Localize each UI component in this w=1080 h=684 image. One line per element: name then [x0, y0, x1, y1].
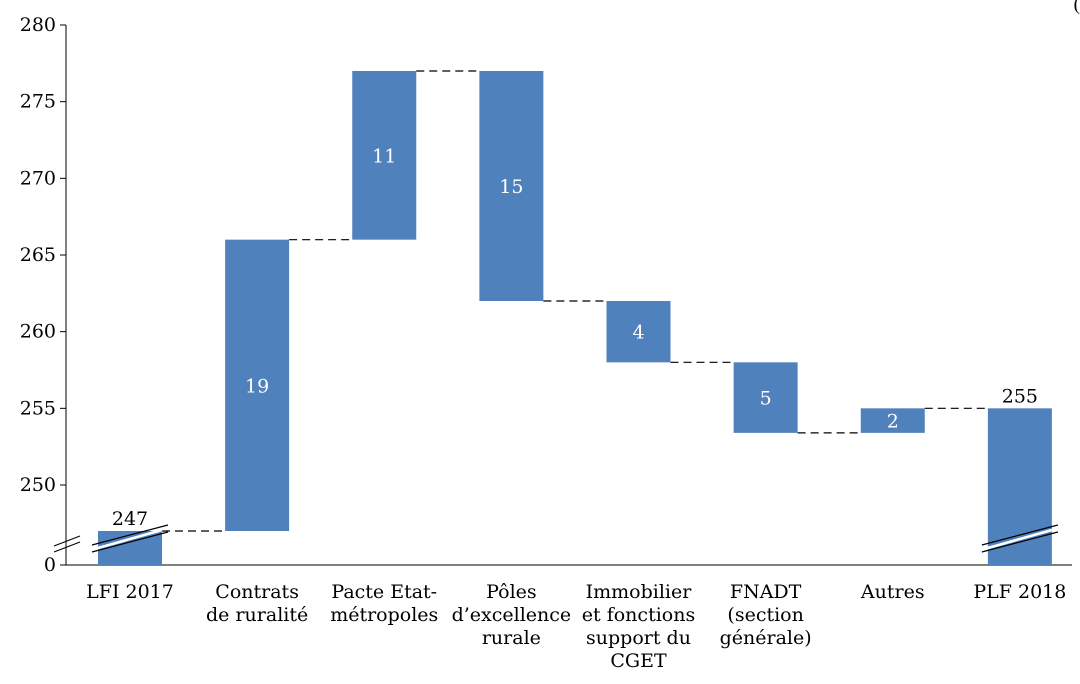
bar — [352, 71, 417, 240]
x-category-label: générale) — [720, 627, 812, 649]
bar-value-label: 255 — [1002, 385, 1038, 407]
x-category-label: Pacte Etat- — [331, 581, 437, 603]
x-category-label: LFI 2017 — [86, 581, 174, 603]
x-category-label: FNADT — [730, 581, 802, 603]
y-tick-label: 270 — [20, 167, 56, 189]
bar-value-label: 11 — [372, 145, 396, 167]
x-category-label: Pôles — [486, 581, 537, 603]
x-category-label: CGET — [610, 650, 667, 672]
x-category-label: (section — [727, 604, 803, 626]
bar-break-mark — [91, 531, 169, 553]
bar — [860, 408, 925, 433]
x-category-label: Immobilier — [586, 581, 693, 603]
bar-break-gap — [987, 528, 1053, 550]
y-tick-label: 280 — [20, 14, 56, 36]
y-tick-label: 275 — [20, 91, 56, 113]
y-tick-label: 0 — [44, 554, 56, 576]
bar-break-mark — [91, 524, 169, 546]
bar — [479, 71, 544, 301]
y-tick-label: 250 — [20, 474, 56, 496]
bar-value-label: 247 — [112, 508, 148, 530]
x-category-label: métropoles — [330, 604, 438, 626]
bar-value-label: 4 — [632, 322, 644, 344]
axis-break-mark — [53, 535, 81, 547]
x-category-label: PLF 2018 — [973, 581, 1066, 603]
bar-break-mark — [981, 531, 1059, 553]
y-tick-label: 265 — [20, 244, 56, 266]
x-category-label: rurale — [482, 627, 541, 649]
bar — [733, 362, 798, 433]
corner-note: ( — [1073, 0, 1080, 15]
bar-value-label: 15 — [499, 176, 523, 198]
bar — [225, 239, 290, 531]
axis-break-mark — [53, 541, 81, 553]
x-category-label: support du — [586, 627, 691, 649]
bar — [606, 301, 671, 363]
bar-value-label: 2 — [887, 411, 899, 433]
bar-value-label: 19 — [245, 375, 269, 397]
bar-value-label: 5 — [760, 388, 772, 410]
bar-break-gap — [97, 528, 163, 550]
x-category-label: Contrats — [215, 581, 299, 603]
x-category-label: Autres — [860, 581, 925, 603]
y-tick-label: 260 — [20, 321, 56, 343]
x-category-label: d’excellence — [452, 604, 572, 626]
bar-break-mark — [981, 524, 1059, 546]
x-category-label: de ruralité — [206, 604, 308, 626]
y-tick-label: 255 — [20, 397, 56, 419]
x-category-label: et fonctions — [582, 604, 695, 626]
